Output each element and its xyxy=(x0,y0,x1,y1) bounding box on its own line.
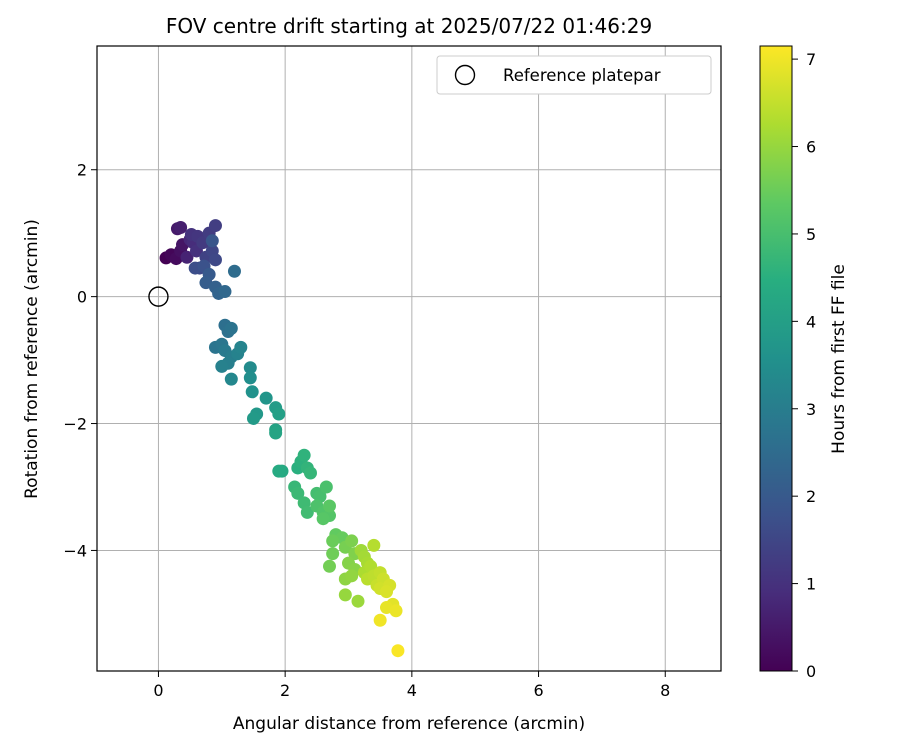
colorbar-tick-label: 0 xyxy=(806,662,816,681)
scatter-point xyxy=(373,613,387,627)
scatter-point xyxy=(367,538,381,552)
colorbar-ticks: 0 1 2 3 4 5 6 7 xyxy=(792,50,816,681)
chart-title: FOV centre drift starting at 2025/07/22 … xyxy=(166,14,652,38)
legend-label: Reference platepar xyxy=(503,66,661,85)
scatter-point xyxy=(326,547,340,561)
y-tick-label: −2 xyxy=(63,415,87,434)
scatter-point xyxy=(243,361,257,375)
colorbar-tick-label: 2 xyxy=(806,487,816,506)
colorbar-tick-label: 5 xyxy=(806,225,816,244)
x-axis-label: Angular distance from reference (arcmin) xyxy=(233,714,585,734)
y-axis-ticks: 2 0 −2 −4 xyxy=(63,161,97,560)
scatter-point xyxy=(269,426,283,440)
y-tick-label: 0 xyxy=(77,288,87,307)
y-tick-label: 2 xyxy=(77,161,87,180)
legend-box xyxy=(436,55,712,95)
reference-marker xyxy=(148,286,169,307)
x-tick-label: 6 xyxy=(533,681,543,700)
scatter-point xyxy=(245,385,259,399)
colorbar-tick-label: 3 xyxy=(806,400,816,419)
scatter-point xyxy=(345,569,359,583)
scatter-point xyxy=(391,644,405,658)
scatter-point xyxy=(208,253,222,267)
scatter-point xyxy=(316,512,330,526)
scatter-point xyxy=(174,220,188,234)
colorbar: 0 1 2 3 4 5 6 7 Hours from first FF file xyxy=(759,45,849,681)
x-tick-label: 2 xyxy=(280,681,290,700)
scatter-point xyxy=(345,534,359,548)
scatter-point xyxy=(322,559,336,573)
scatter-point xyxy=(326,534,340,548)
grid xyxy=(97,46,721,671)
scatter-point xyxy=(319,480,333,494)
colorbar-tick-label: 4 xyxy=(806,312,816,331)
y-tick-label: −4 xyxy=(63,541,87,560)
legend: Reference platepar xyxy=(436,55,712,95)
colorbar-tick-label: 7 xyxy=(806,50,816,69)
scatter-point xyxy=(389,604,403,618)
scatter-point xyxy=(322,499,336,513)
scatter-point xyxy=(227,264,241,278)
scatter-point xyxy=(351,594,365,608)
scatter-point xyxy=(303,466,317,480)
reference-point xyxy=(148,286,169,307)
legend-marker xyxy=(454,64,476,86)
scatter-point xyxy=(208,219,222,233)
x-axis-ticks: 0 2 4 6 8 xyxy=(153,671,670,700)
x-tick-label: 8 xyxy=(660,681,670,700)
scatter-point xyxy=(205,234,219,248)
scatter-point xyxy=(234,340,248,354)
scatter-point xyxy=(291,486,305,500)
scatter-point xyxy=(224,372,238,386)
scatter-point xyxy=(272,407,286,421)
scatter-point xyxy=(297,448,311,462)
plot-frame xyxy=(96,45,722,672)
scatter-point xyxy=(180,250,194,264)
scatter-point xyxy=(224,321,238,335)
scatter-point xyxy=(246,411,260,425)
x-tick-label: 4 xyxy=(407,681,417,700)
colorbar-gradient xyxy=(759,45,793,672)
colorbar-tick-label: 6 xyxy=(806,138,816,157)
x-tick-label: 0 xyxy=(153,681,163,700)
scatter-point xyxy=(259,391,273,405)
scatter-points xyxy=(159,219,405,658)
y-axis-label: Rotation from reference (arcmin) xyxy=(22,219,42,499)
scatter-point xyxy=(243,371,257,385)
scatter-point xyxy=(338,588,352,602)
scatter-point xyxy=(300,505,314,519)
colorbar-tick-label: 1 xyxy=(806,575,816,594)
colorbar-label: Hours from first FF file xyxy=(829,264,849,454)
scatter-point xyxy=(218,285,232,299)
scatter-point xyxy=(272,464,286,478)
scatter-point xyxy=(380,585,394,599)
scatter-point xyxy=(215,359,229,373)
